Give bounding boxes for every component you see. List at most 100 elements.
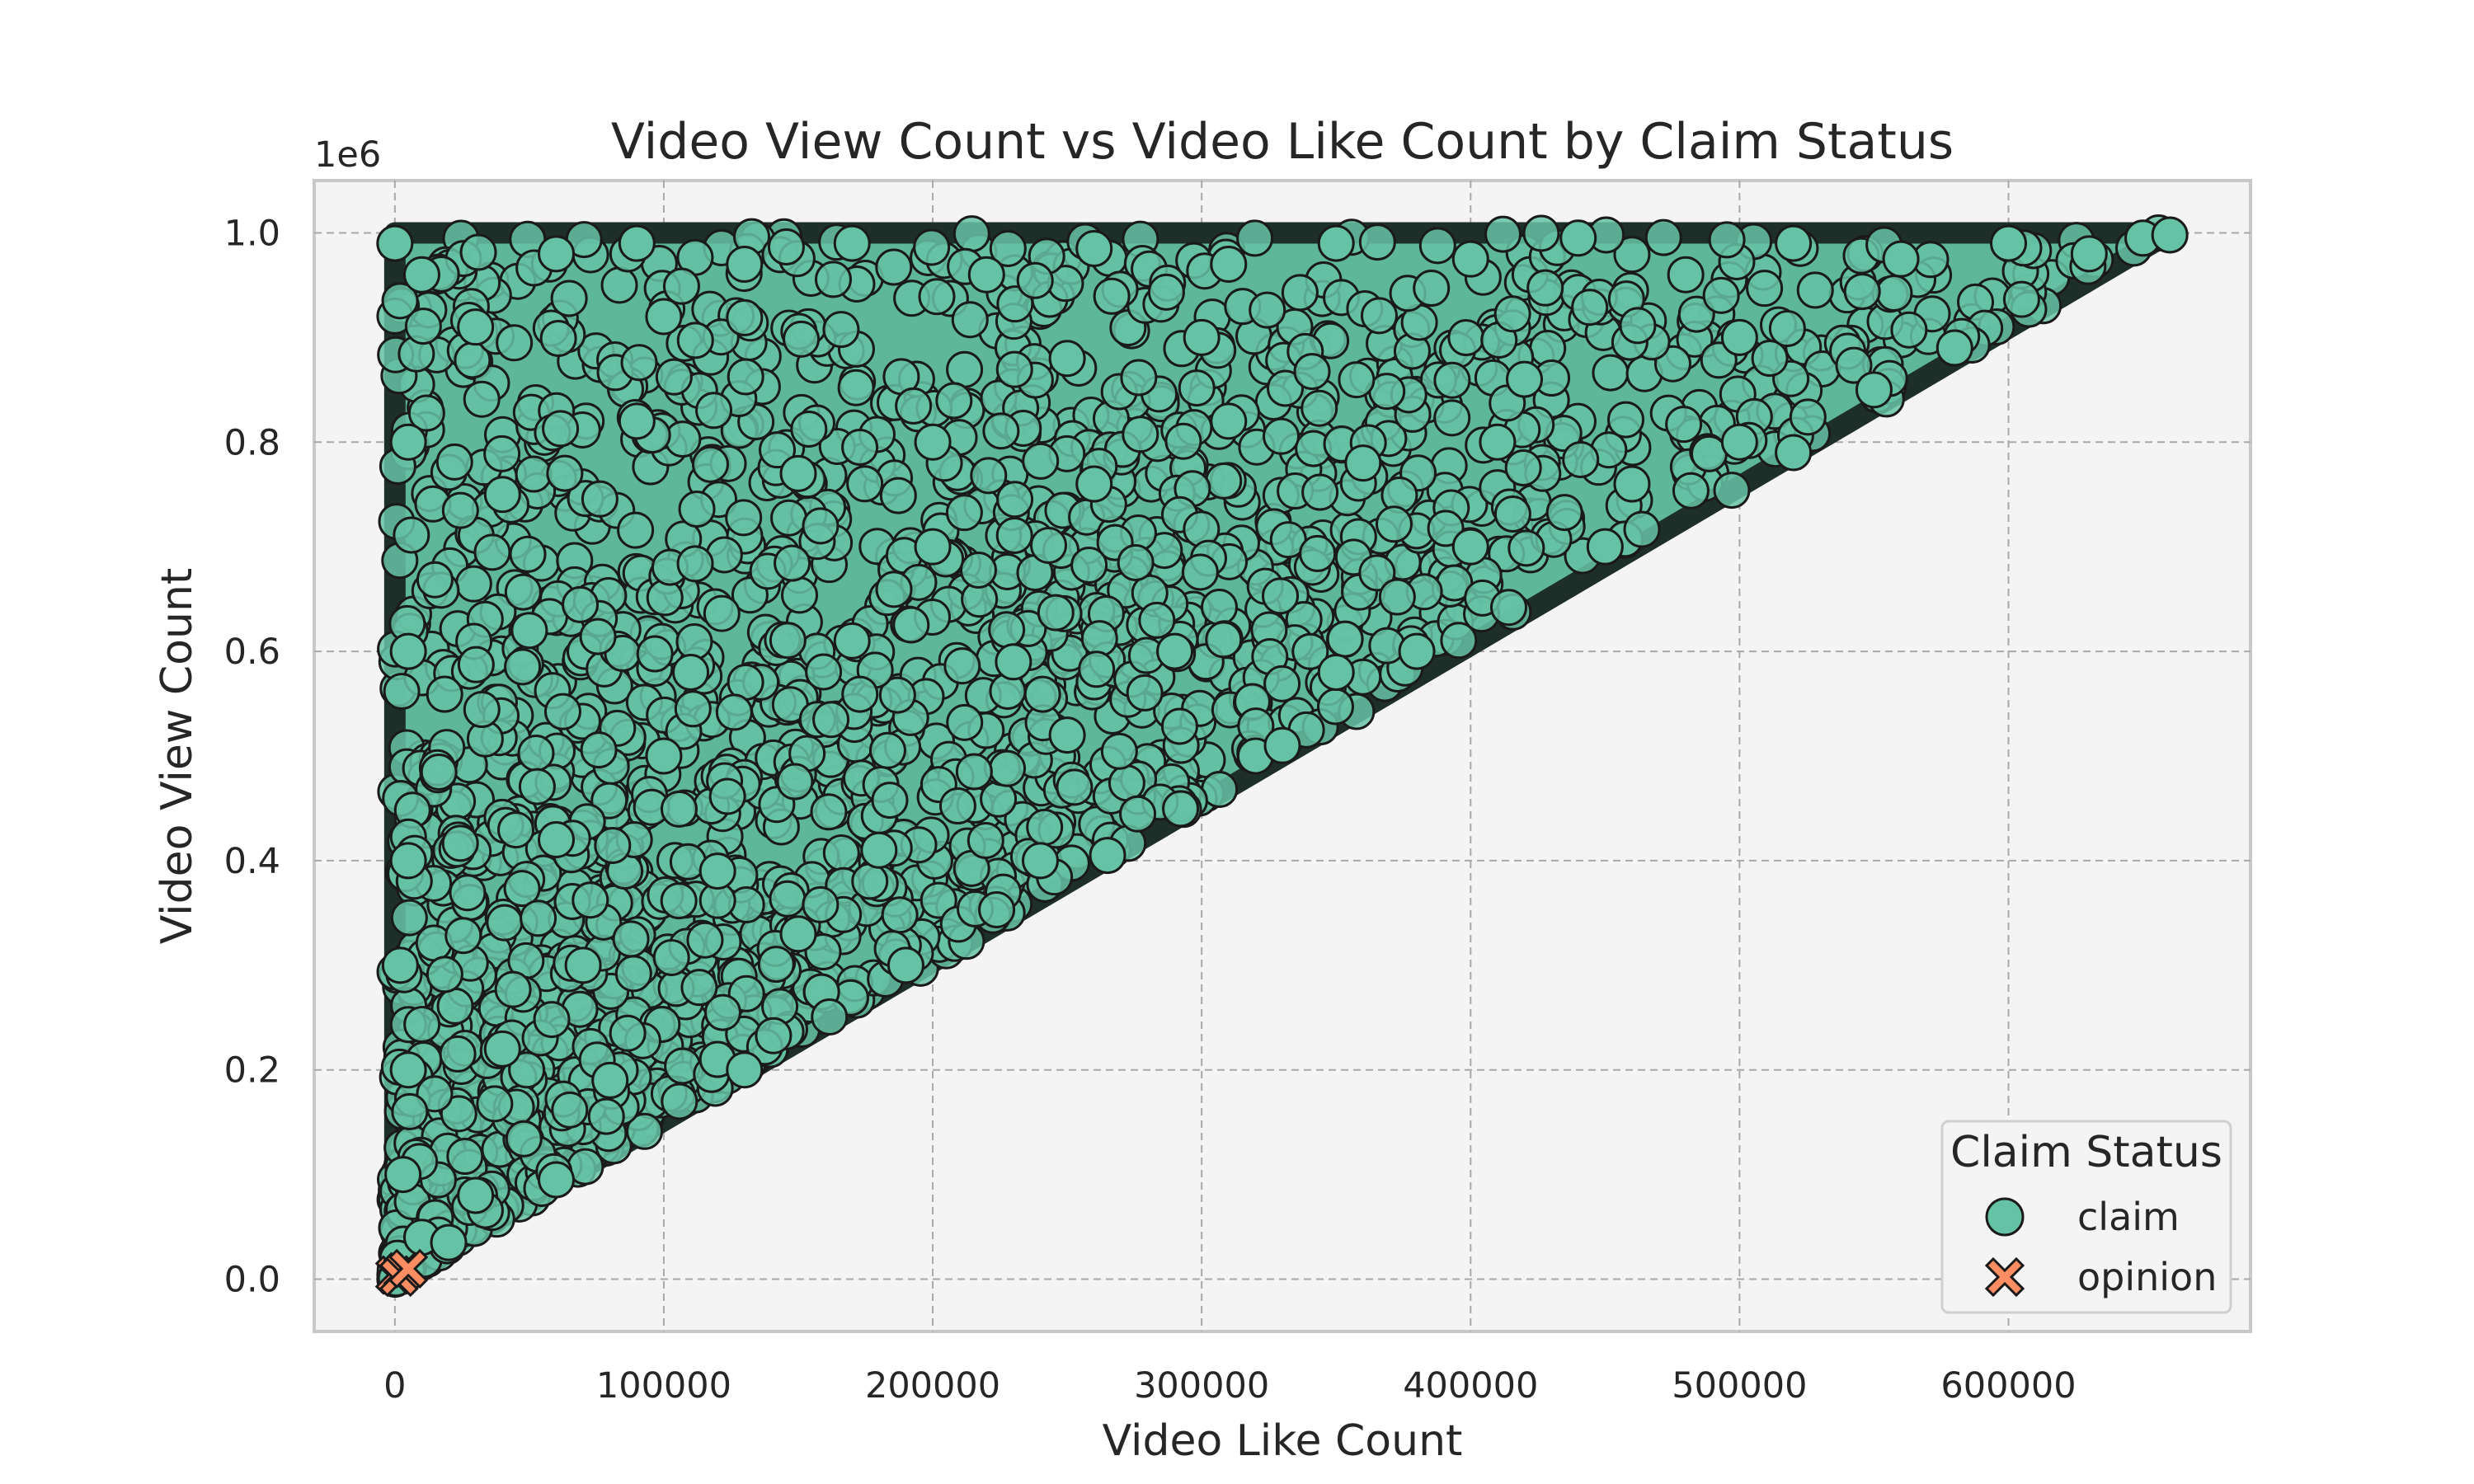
- claim-texture-point: [955, 753, 993, 791]
- claim-texture-point: [988, 611, 1026, 649]
- claim-texture-point: [457, 646, 495, 683]
- claim-point: [1075, 229, 1113, 267]
- claim-texture-point: [767, 228, 805, 266]
- data-points: [374, 216, 2189, 1298]
- claim-texture-point: [1291, 632, 1329, 670]
- claim-point: [538, 235, 575, 273]
- claim-texture-point: [1623, 510, 1661, 548]
- claim-texture-point: [708, 777, 746, 815]
- claim-point: [1451, 240, 1489, 278]
- claim-texture-point: [875, 248, 913, 286]
- claim-point: [1022, 842, 1059, 880]
- claim-point: [2151, 216, 2189, 254]
- claim-point: [381, 946, 419, 984]
- claim-texture-point: [444, 917, 482, 955]
- claim-texture-point: [1326, 620, 1364, 658]
- claim-texture-point: [810, 793, 848, 831]
- claim-texture-point: [1433, 361, 1471, 399]
- claim-texture-point: [726, 298, 764, 336]
- y-axis-label: Video View Count: [153, 568, 202, 945]
- claim-texture-point: [822, 834, 860, 871]
- claim-texture-point: [508, 1051, 546, 1089]
- claim-point: [2070, 235, 2108, 273]
- claim-texture-point: [476, 1085, 514, 1123]
- y-tick-label: 0.6: [224, 632, 280, 673]
- claim-texture-point: [1613, 236, 1651, 274]
- y-tick-label: 0.2: [224, 1050, 280, 1092]
- claim-point: [995, 643, 1032, 681]
- claim-texture-point: [804, 933, 842, 971]
- claim-point: [457, 1176, 495, 1214]
- claim-texture-point: [774, 544, 811, 582]
- claim-texture-point: [1056, 768, 1094, 806]
- claim-point: [1317, 224, 1355, 262]
- claim-point: [389, 632, 427, 670]
- claim-texture-point: [918, 278, 956, 316]
- claim-texture-point: [486, 904, 524, 942]
- claim-point: [389, 1051, 427, 1089]
- x-tick-label: 400000: [1403, 1365, 1538, 1407]
- claim-texture-point: [790, 411, 828, 448]
- legend-claim-label: claim: [2077, 1195, 2180, 1239]
- claim-texture-point: [1545, 494, 1583, 532]
- claim-texture-point: [1493, 495, 1531, 533]
- claim-point: [389, 842, 427, 880]
- claim-texture-point: [868, 731, 906, 769]
- claim-texture-point: [1606, 401, 1644, 439]
- claim-texture-point: [935, 382, 973, 420]
- claim-texture-point: [1375, 505, 1413, 543]
- claim-texture-point: [416, 1075, 454, 1113]
- y-axis-offset-label: 1e6: [314, 134, 381, 176]
- claim-texture-point: [655, 358, 693, 396]
- claim-point: [1344, 444, 1382, 482]
- claim-texture-point: [520, 899, 557, 937]
- claim-texture-point: [1262, 577, 1300, 615]
- claim-point: [914, 528, 952, 566]
- claim-texture-point: [1418, 227, 1456, 265]
- claim-texture-point: [1751, 340, 1789, 378]
- claim-texture-point: [1267, 369, 1305, 407]
- claim-texture-point: [440, 1095, 477, 1133]
- claim-point: [779, 454, 817, 492]
- claim-texture-point: [505, 1120, 543, 1158]
- claim-texture-point: [435, 443, 473, 481]
- claim-texture-point: [1433, 399, 1471, 437]
- claim-texture-point: [459, 233, 497, 271]
- claim-point: [538, 1161, 575, 1199]
- claim-point: [1720, 318, 1758, 356]
- claim-texture-point: [841, 428, 879, 466]
- claim-texture-point: [802, 885, 840, 923]
- claim-texture-point: [1619, 307, 1657, 345]
- claim-texture-point: [1119, 795, 1157, 833]
- claim-point: [402, 256, 440, 294]
- claim-texture-point: [626, 1112, 664, 1150]
- claim-texture-point: [946, 350, 984, 388]
- claim-texture-point: [759, 431, 797, 469]
- claim-texture-point: [1201, 589, 1239, 627]
- claim-texture-point: [695, 392, 733, 430]
- claim-texture-point: [600, 266, 638, 304]
- claim-texture-point: [420, 754, 458, 791]
- claim-texture-point: [1562, 440, 1600, 478]
- claim-texture-point: [943, 647, 981, 685]
- claim-point: [779, 915, 817, 953]
- claim-point: [1210, 402, 1248, 440]
- claim-point: [1855, 371, 1893, 409]
- claim-point: [1183, 318, 1221, 356]
- claim-texture-point: [463, 691, 501, 729]
- claim-texture-point: [1504, 448, 1542, 486]
- claim-point: [1935, 329, 1973, 367]
- claim-texture-point: [982, 412, 1020, 450]
- claim-point: [1210, 246, 1248, 284]
- claim-texture-point: [1022, 442, 1060, 480]
- claim-texture-point: [1120, 359, 1158, 397]
- claim-point: [914, 423, 952, 461]
- claim-texture-point: [837, 369, 875, 406]
- claim-point: [1882, 240, 1920, 278]
- claim-texture-point: [1447, 319, 1485, 357]
- claim-texture-point: [1360, 297, 1398, 335]
- x-tick-label: 200000: [865, 1365, 1000, 1407]
- claim-texture-point: [1843, 273, 1881, 311]
- claim-texture-point: [951, 301, 989, 339]
